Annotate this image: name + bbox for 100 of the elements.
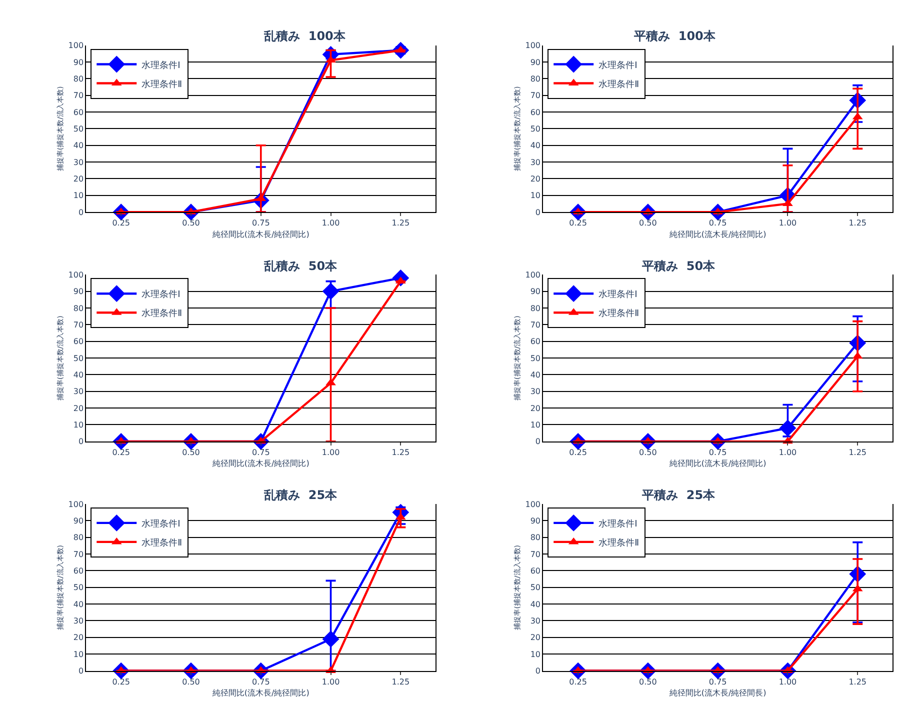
x-axis-title: 純径間比(流木長/純径間比) [669,459,766,468]
y-tick-label: 60 [530,337,541,346]
legend-label: 水理条件Ⅰ [598,60,638,71]
x-tick-label: 1.00 [322,218,340,228]
y-tick-label: 10 [530,420,541,430]
legend-label: 水理条件Ⅱ [598,537,640,548]
x-tick-label: 0.25 [569,218,587,228]
y-tick-label: 30 [530,158,541,167]
y-tick-label: 10 [73,420,84,430]
x-tick-label: 0.50 [182,218,200,228]
x-tick-label: 0.75 [252,677,270,686]
legend-label: 水理条件Ⅱ [598,308,640,320]
y-tick-label: 100 [68,270,84,280]
legend-label: 水理条件Ⅰ [142,518,180,530]
y-tick-label: 80 [73,304,84,313]
x-tick-label: 1.25 [392,218,410,228]
y-tick-label: 20 [73,174,84,184]
y-tick-label: 50 [530,583,541,592]
y-tick-label: 20 [530,404,541,413]
y-tick-label: 80 [73,533,84,542]
legend-label: 水理条件Ⅰ [142,60,180,71]
chart-title: 平積み 100本 [633,29,716,43]
chart-title: 平積み 50本 [641,259,716,273]
x-tick-label: 1.25 [392,677,410,686]
y-tick-label: 50 [530,124,541,134]
x-tick-label: 0.50 [639,448,657,458]
y-tick-label: 0 [535,208,541,217]
y-tick-label: 70 [73,550,84,559]
x-tick-label: 1.25 [848,448,867,458]
y-tick-label: 70 [73,91,84,100]
legend-label: 水理条件Ⅰ [598,289,638,300]
chart-title: 平積み 25本 [641,488,716,502]
x-tick-label: 0.50 [639,677,657,686]
x-axis-title: 純径間比(流木長/純径間比) [212,230,310,239]
y-tick-label: 0 [78,437,84,446]
y-tick-label: 0 [78,666,84,676]
x-axis-title: 純径間比(流木長/純径間比) [212,459,310,468]
y-tick-label: 50 [73,124,84,134]
y-tick-label: 0 [78,208,84,217]
x-tick-label: 1.25 [848,218,867,228]
x-tick-label: 0.75 [708,448,727,458]
x-tick-label: 1.00 [322,677,340,686]
legend-label: 水理条件Ⅰ [142,289,180,300]
y-tick-label: 20 [73,404,84,413]
x-tick-label: 0.25 [569,677,587,686]
y-tick-label: 60 [530,566,541,576]
y-tick-label: 40 [73,600,84,609]
y-tick-label: 70 [530,320,541,330]
chart-title: 乱積み 25本 [263,488,338,502]
y-tick-label: 50 [73,354,84,363]
y-tick-label: 40 [530,141,541,150]
y-tick-label: 90 [73,287,84,296]
y-tick-label: 10 [530,191,541,200]
x-tick-label: 0.25 [112,218,130,228]
y-tick-label: 10 [73,650,84,659]
x-tick-label: 0.75 [708,218,727,228]
y-tick-label: 20 [530,174,541,184]
y-tick-label: 70 [530,550,541,559]
y-tick-label: 10 [530,650,541,659]
x-axis-title: 純径間比(流木長/純径間長) [669,688,766,698]
y-tick-label: 30 [73,387,84,396]
x-tick-label: 0.75 [252,448,270,458]
y-tick-label: 90 [530,287,541,296]
y-tick-label: 0 [535,666,541,676]
x-tick-label: 0.50 [639,218,657,228]
legend-label: 水理条件Ⅱ [142,308,182,320]
y-tick-label: 80 [73,74,84,84]
x-tick-label: 0.75 [708,677,727,686]
y-tick-label: 30 [73,616,84,626]
y-tick-label: 50 [73,583,84,592]
y-tick-label: 40 [73,370,84,380]
x-axis-title: 純径間比(流木長/純径間比) [669,230,766,239]
y-tick-label: 100 [525,270,541,280]
legend-label: 水理条件Ⅰ [598,518,638,530]
y-tick-label: 50 [530,354,541,363]
y-tick-label: 90 [530,58,541,67]
x-tick-label: 0.75 [252,218,270,228]
x-tick-label: 0.25 [112,448,130,458]
legend-label: 水理条件Ⅱ [142,537,182,548]
y-tick-label: 70 [530,91,541,100]
chart-title: 乱積み 100本 [263,29,346,43]
y-tick-label: 90 [73,516,84,526]
y-tick-label: 80 [530,74,541,84]
y-tick-label: 60 [73,337,84,346]
x-tick-label: 1.00 [778,448,797,458]
y-tick-label: 20 [530,633,541,642]
y-tick-label: 100 [525,41,541,50]
y-tick-label: 30 [530,387,541,396]
y-tick-label: 60 [73,108,84,117]
y-tick-label: 60 [73,566,84,576]
x-axis-title: 純径間比(流木長/純径間比) [212,688,310,698]
x-tick-label: 0.50 [182,677,200,686]
x-tick-label: 1.00 [322,448,340,458]
y-tick-label: 40 [530,370,541,380]
y-tick-label: 10 [73,191,84,200]
x-tick-label: 1.00 [778,218,797,228]
y-tick-label: 100 [68,500,84,509]
y-tick-label: 70 [73,320,84,330]
x-tick-label: 0.25 [112,677,130,686]
legend-label: 水理条件Ⅱ [598,78,640,90]
